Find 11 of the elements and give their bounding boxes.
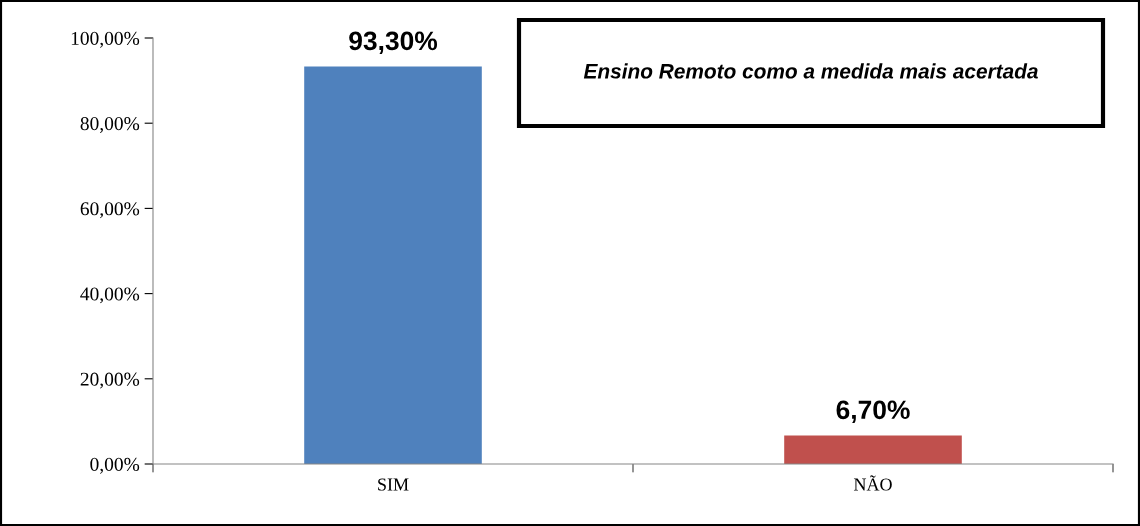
y-tick-label: 100,00% xyxy=(71,31,140,48)
text: Ensino Remoto como a medida mais acertada xyxy=(583,63,1038,79)
x-tick-label: SIM xyxy=(378,478,409,491)
y-tick-label: 0,00% xyxy=(90,457,140,474)
y-tick-label: 60,00% xyxy=(80,202,140,219)
y-tick-label: 20,00% xyxy=(80,372,140,389)
y-tick-label: 80,00% xyxy=(80,117,140,133)
data-label: 6,70% xyxy=(836,400,910,423)
data-label: 93,30% xyxy=(349,31,438,55)
y-tick-label: 40,00% xyxy=(80,287,140,304)
x-tick-label: NÃO xyxy=(853,475,892,491)
